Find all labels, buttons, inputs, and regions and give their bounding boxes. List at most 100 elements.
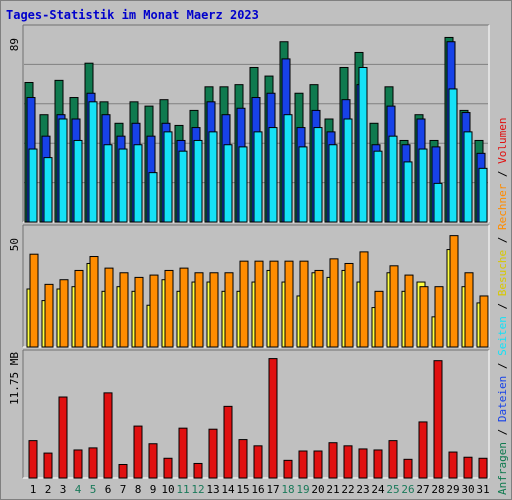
x-tick-label: 18 [281,483,294,496]
bar-rechner [239,260,249,348]
bar-volumen [178,427,188,479]
x-tick-label: 10 [161,483,174,496]
bar-seiten [268,127,278,223]
bar-seiten [433,182,443,223]
bar-volumen [388,440,398,479]
bar-seiten [118,148,128,223]
x-tick-label: 26 [401,483,414,496]
bar-rechner [434,286,444,348]
x-tick-label: 15 [236,483,249,496]
bar-seiten [208,131,218,223]
x-tick-label: 12 [191,483,204,496]
x-tick-label: 31 [476,483,489,496]
bar-rechner [104,267,114,348]
bar-volumen [313,450,323,479]
bar-seiten [418,148,428,223]
bar-rechner [329,258,339,348]
bar-volumen [163,457,173,479]
x-tick-label: 1 [30,483,37,496]
x-tick-label: 24 [371,483,385,496]
bar-volumen [253,445,263,479]
bar-volumen [478,457,488,479]
x-tick-label: 25 [386,483,399,496]
bar-seiten [253,131,263,223]
x-tick-label: 6 [105,483,112,496]
bar-seiten [478,167,488,223]
bar-seiten [313,127,323,223]
x-tick-label: 21 [326,483,339,496]
x-tick-label: 4 [75,483,82,496]
legend-entry: Volumen [496,117,509,163]
right-legend: Anfragen / Dateien / Seiten / Besuche / … [496,117,509,495]
bar-rechner [74,269,84,348]
x-tick-label: 11 [176,483,189,496]
bar-seiten [178,150,188,223]
bar-rechner [209,272,219,348]
legend-entry: / [496,164,509,184]
bar-volumen [268,358,278,479]
bar-seiten [328,144,338,223]
legend-entry: / [496,296,509,316]
x-tick-label: 23 [356,483,369,496]
bar-seiten [103,144,113,223]
x-tick-label: 2 [45,483,52,496]
bar-seiten [73,139,83,223]
x-tick-label: 3 [60,483,67,496]
bar-seiten [193,139,203,223]
bar-rechner [479,295,489,348]
bar-rechner [314,269,324,348]
bar-volumen [43,452,53,479]
legend-entry: / [496,230,509,250]
legend-entry: Seiten [496,316,509,356]
bar-rechner [284,260,294,348]
bar-volumen [133,425,143,479]
legend-entry: / [496,356,509,376]
bar-rechner [374,290,384,348]
bar-seiten [88,101,98,223]
bar-rechner [464,272,474,348]
bar-volumen [433,360,443,479]
bar-volumen [328,442,338,479]
bar-seiten [388,135,398,223]
bar-volumen [148,443,158,479]
bar-seiten [163,131,173,223]
bar-rechner [224,272,234,348]
bar-seiten [148,172,158,223]
bar-rechner [29,253,39,348]
legend-entry: Besuche [496,250,509,296]
x-tick-label: 7 [120,483,127,496]
bar-seiten [58,118,68,223]
bar-seiten [133,144,143,223]
x-tick-label: 30 [461,483,474,496]
bar-rechner [389,265,399,348]
bar-volumen [118,464,128,479]
bar-seiten [343,118,353,223]
legend-entry: Dateien [496,376,509,422]
bar-rechner [59,279,69,348]
bar-volumen [283,459,293,479]
bar-volumen [358,448,368,479]
bar-seiten [43,157,53,223]
y-axis-max-label: 11.75 MB [8,352,21,405]
bar-rechner [149,274,159,348]
bar-volumen [103,392,113,479]
x-tick-label: 16 [251,483,264,496]
bar-seiten [238,146,248,223]
bar-rechner [449,235,459,348]
legend-entry: Rechner [496,183,509,230]
x-tick-label: 27 [416,483,429,496]
bar-volumen [193,462,203,479]
bar-rechner [344,262,354,348]
bar-volumen [223,405,233,479]
x-tick-label: 17 [266,483,279,496]
chart-title: Tages-Statistik im Monat Maerz 2023 [6,8,259,22]
bar-rechner [299,260,309,348]
x-tick-label: 13 [206,483,219,496]
bar-volumen [238,439,248,479]
x-tick-label: 19 [296,483,309,496]
bar-seiten [403,161,413,223]
bar-rechner [269,260,279,348]
x-tick-label: 22 [341,483,354,496]
